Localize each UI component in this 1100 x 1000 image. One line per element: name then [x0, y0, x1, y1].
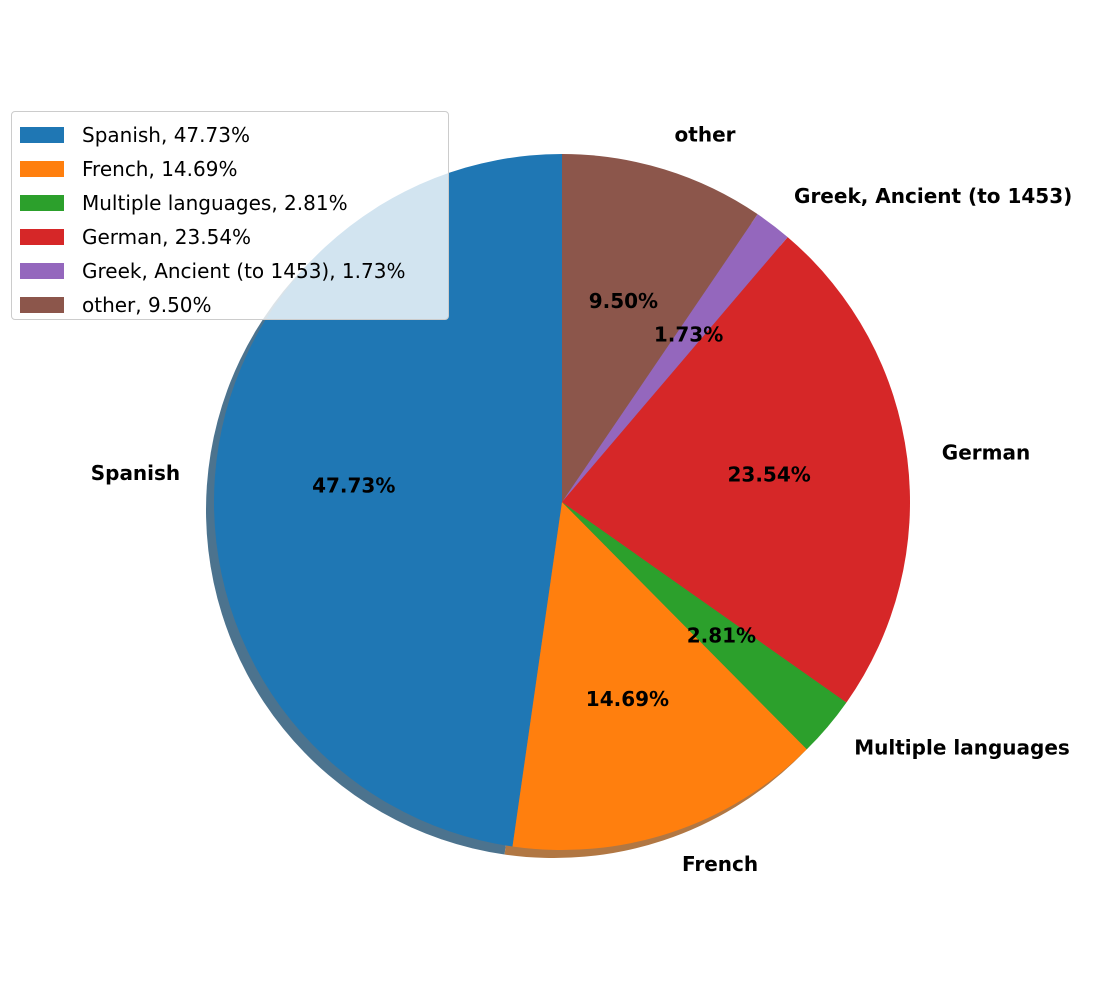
legend-label-spanish: Spanish, 47.73%	[82, 123, 250, 147]
slice-label-french: French	[682, 852, 758, 876]
slice-labels: Spanish French Multiple languages German Gre…	[91, 123, 1073, 876]
percent-label-other: 9.50%	[589, 289, 658, 313]
legend-label-french: French, 14.69%	[82, 157, 238, 181]
slice-german	[562, 237, 910, 703]
percent-label-german: 23.54%	[727, 462, 810, 486]
slice-spanish	[213, 154, 562, 847]
legend-label-greek-ancient-to-1453: Greek, Ancient (to 1453), 1.73%	[82, 259, 406, 283]
slice-french	[512, 502, 807, 851]
legend-swatch-multiple-languages	[20, 195, 64, 211]
legend-item-german: German, 23.54%	[12, 220, 448, 254]
legend-label-german: German, 23.54%	[82, 225, 252, 249]
legend-swatch-other	[20, 297, 64, 313]
legend-swatch-german	[20, 229, 64, 245]
legend-item-greek-ancient-to-1453: Greek, Ancient (to 1453), 1.73%	[12, 254, 448, 288]
legend-item-french: French, 14.69%	[12, 152, 448, 186]
slice-greek-ancient-to-1453	[562, 214, 788, 502]
legend-item-spanish: Spanish, 47.73%	[12, 118, 448, 152]
legend-label-other: other, 9.50%	[82, 293, 212, 317]
percent-label-french: 14.69%	[586, 687, 669, 711]
slice-other	[562, 154, 758, 502]
legend-swatch-french	[20, 161, 64, 177]
slice-label-spanish: Spanish	[91, 461, 180, 485]
slice-label-greek-ancient-to-1453: Greek, Ancient (to 1453)	[794, 184, 1072, 208]
legend-swatch-greek-ancient-to-1453	[20, 263, 64, 279]
percent-label-multiple-languages: 2.81%	[687, 623, 756, 647]
slice-label-german: German	[942, 441, 1030, 465]
slice-label-other: other	[675, 123, 736, 147]
percent-label-spanish: 47.73%	[312, 474, 395, 498]
legend-item-multiple-languages: Multiple languages, 2.81%	[12, 186, 448, 220]
percent-label-greek-ancient-to-1453: 1.73%	[654, 322, 723, 346]
pie-slices	[213, 154, 910, 851]
slice-label-multiple-languages: Multiple languages	[854, 736, 1070, 760]
percent-labels: 47.73% 14.69% 2.81% 23.54% 1.73% 9.50%	[312, 289, 811, 711]
slice-multiple-languages	[562, 502, 847, 750]
legend-swatch-spanish	[20, 127, 64, 143]
legend-label-multiple-languages: Multiple languages, 2.81%	[82, 191, 348, 215]
legend: Spanish, 47.73% French, 14.69% Multiple la…	[11, 111, 449, 320]
legend-item-other: other, 9.50%	[12, 288, 448, 322]
